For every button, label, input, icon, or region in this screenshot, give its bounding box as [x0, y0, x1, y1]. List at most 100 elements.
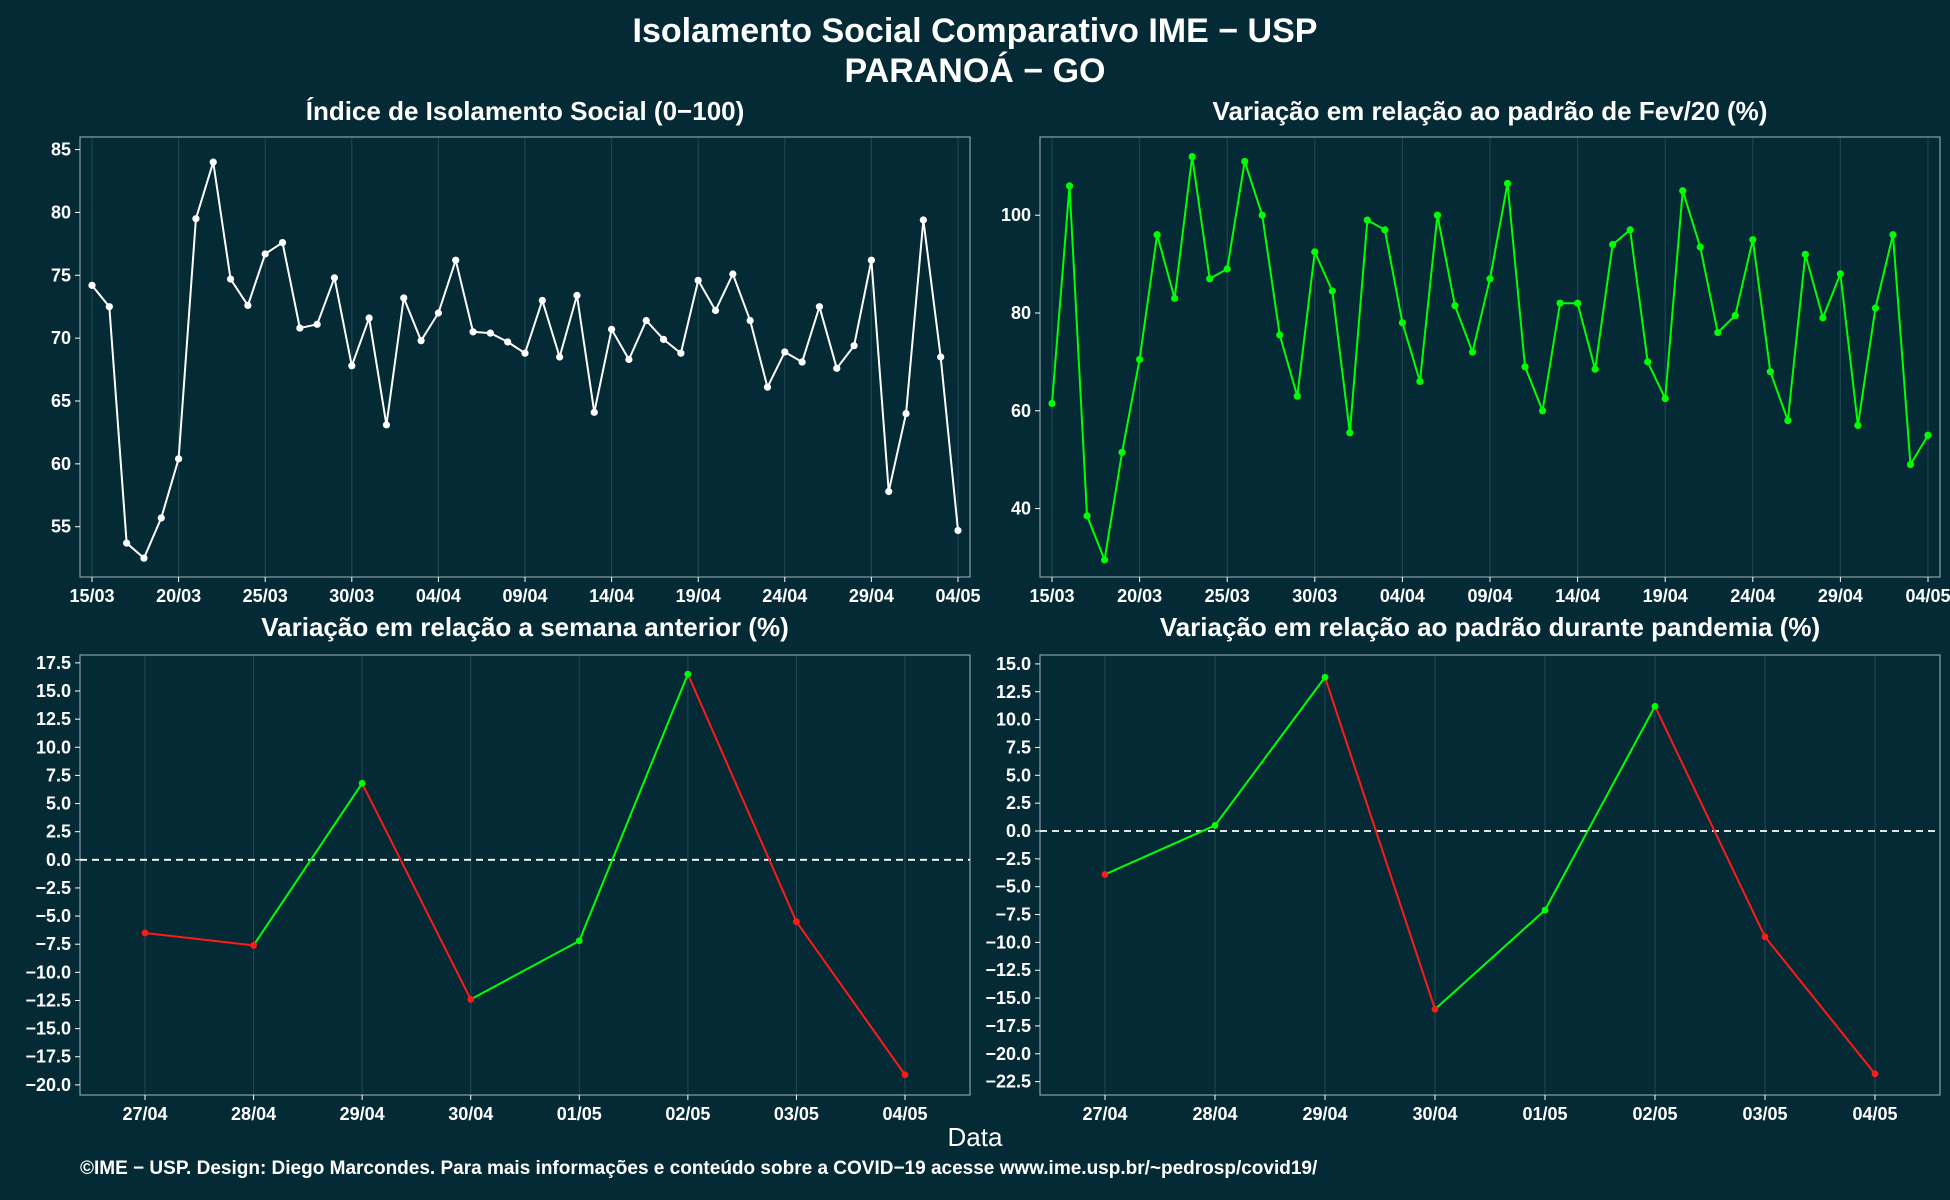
- data-point: [867, 256, 876, 264]
- x-tick-label: 20/03: [156, 586, 201, 606]
- x-tick-label: 19/04: [676, 586, 721, 606]
- data-point: [684, 670, 692, 678]
- data-point: [711, 306, 720, 315]
- data-point: [1871, 304, 1880, 312]
- x-tick-label: 28/04: [231, 1104, 276, 1124]
- data-point: [365, 314, 373, 322]
- panel-title: Variação em relação a semana anterior (%…: [261, 612, 789, 642]
- x-tick-label: 19/04: [1643, 586, 1688, 606]
- x-tick-label: 04/05: [935, 586, 980, 606]
- data-point: [175, 455, 183, 463]
- data-point: [608, 325, 616, 333]
- y-tick-label: 75: [51, 265, 71, 285]
- footer-credits: ©IME − USP. Design: Diego Marcondes. Par…: [80, 1158, 1318, 1179]
- data-point: [1761, 933, 1769, 941]
- x-tick-label: 30/04: [1412, 1104, 1457, 1124]
- x-tick-label: 03/05: [774, 1104, 819, 1124]
- x-tick-label: 25/03: [1205, 586, 1250, 606]
- data-point: [157, 514, 165, 522]
- data-point: [1889, 231, 1897, 239]
- y-tick-label: 55: [51, 517, 71, 537]
- data-point: [1679, 187, 1687, 195]
- y-tick-label: 100: [1001, 205, 1031, 225]
- data-point: [625, 355, 633, 364]
- x-tick-label: 24/04: [762, 586, 807, 606]
- data-point: [556, 353, 564, 361]
- series-segment: [144, 931, 254, 947]
- x-tick-label: 28/04: [1192, 1104, 1237, 1124]
- data-point: [1416, 377, 1424, 386]
- y-tick-label: 2.5: [46, 822, 71, 842]
- y-tick-label: −2.5: [35, 878, 71, 898]
- data-point: [677, 349, 685, 357]
- x-tick-label: 04/05: [882, 1104, 927, 1124]
- x-tick-label: 14/04: [1555, 586, 1600, 606]
- data-point: [1731, 311, 1739, 320]
- y-tick-label: 65: [51, 391, 71, 411]
- data-point: [659, 335, 668, 343]
- x-tick-label: 09/04: [502, 586, 547, 606]
- data-point: [400, 294, 408, 302]
- y-tick-label: 80: [51, 202, 71, 222]
- data-point: [1065, 182, 1074, 190]
- data-point: [250, 941, 257, 949]
- chart-subtitle: PARANOÁ − GO: [844, 52, 1106, 90]
- data-point: [434, 309, 442, 317]
- data-point: [261, 250, 269, 258]
- data-point: [919, 216, 927, 224]
- data-point: [1136, 355, 1144, 364]
- data-point: [1626, 226, 1634, 234]
- data-point: [105, 303, 113, 311]
- y-tick-label: 7.5: [1006, 737, 1031, 757]
- series-segment: [1764, 936, 1876, 1075]
- x-tick-label: 04/05: [1852, 1104, 1897, 1124]
- data-point: [521, 349, 529, 357]
- data-point: [798, 358, 806, 366]
- data-point: [1696, 243, 1704, 251]
- data-point: [1321, 673, 1329, 681]
- y-tick-label: 5.0: [1006, 765, 1031, 785]
- x-tick-label: 02/05: [1632, 1104, 1677, 1124]
- y-tick-label: −15.0: [25, 1019, 71, 1039]
- data-point: [1433, 211, 1442, 219]
- x-tick-label: 04/04: [416, 586, 461, 606]
- data-point: [901, 1071, 909, 1079]
- x-tick-label: 15/03: [1029, 586, 1074, 606]
- y-tick-label: −17.5: [25, 1047, 71, 1067]
- y-tick-label: 10.0: [996, 710, 1031, 730]
- data-point: [590, 408, 598, 416]
- data-point: [815, 303, 824, 311]
- panel-title: Variação em relação ao padrão durante pa…: [1160, 612, 1820, 642]
- data-point: [1871, 1070, 1879, 1078]
- series-segment: [686, 673, 798, 923]
- chart-title: Isolamento Social Comparativo IME − USP: [632, 12, 1318, 50]
- data-point: [244, 301, 252, 310]
- x-tick-label: 04/05: [1905, 586, 1950, 606]
- data-point: [1468, 348, 1477, 356]
- data-point: [1906, 460, 1915, 469]
- data-point: [1431, 1005, 1439, 1013]
- series-segment: [1434, 909, 1546, 1010]
- data-point: [1541, 906, 1549, 914]
- y-tick-label: 60: [51, 454, 71, 474]
- y-tick-label: −12.5: [25, 990, 71, 1010]
- data-point: [1311, 248, 1319, 256]
- data-point: [1223, 265, 1231, 273]
- y-tick-label: −15.0: [985, 988, 1031, 1008]
- y-tick-label: 5.0: [46, 794, 71, 814]
- data-point: [1293, 392, 1301, 400]
- x-tick-label: 14/04: [589, 586, 634, 606]
- plot-frame: [79, 654, 971, 1096]
- series-segment: [1324, 676, 1436, 1010]
- data-point: [642, 316, 650, 325]
- data-point: [1188, 152, 1196, 161]
- x-tick-label: 01/05: [557, 1104, 602, 1124]
- data-point: [954, 526, 962, 535]
- data-point: [1661, 394, 1669, 403]
- data-point: [1346, 429, 1354, 437]
- x-axis-label: Data: [947, 1122, 1003, 1152]
- data-point: [1801, 250, 1809, 258]
- data-point: [296, 324, 304, 332]
